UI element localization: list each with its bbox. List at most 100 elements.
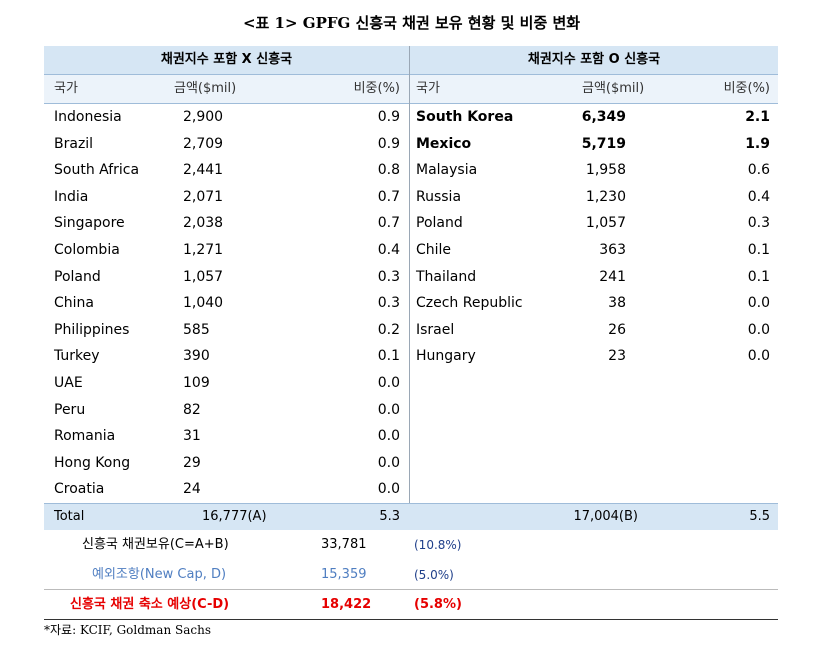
country-cell: Hungary	[416, 348, 476, 365]
share-cell: 0.0	[747, 295, 770, 312]
amount-cell: 109	[183, 375, 210, 391]
summary-value: 18,422	[321, 597, 372, 612]
left-group-header: 채권지수 포함 X 신흥국	[160, 52, 293, 67]
amount-cell: 23	[608, 348, 626, 365]
country-cell: UAE	[54, 375, 83, 391]
summary-label: 신흥국 채권 축소 예상(C-D)	[70, 597, 230, 612]
table-row: Israel 26 0.0	[44, 317, 778, 344]
amount-cell: 2,900	[183, 109, 224, 125]
country-cell: Mexico	[416, 135, 472, 152]
share-cell: 0.0	[377, 375, 400, 391]
country-cell: China	[54, 295, 94, 312]
right-total-amount: 17,004(B)	[573, 509, 638, 524]
summary-value: 15,359	[321, 567, 367, 582]
table-row: Hungary 23 0.0	[44, 343, 778, 370]
table-row: Peru 82 0.0	[44, 397, 778, 424]
amount-cell: 38	[608, 295, 626, 312]
table-row: India 2,071 0.7	[44, 184, 778, 211]
share-cell: 0.1	[747, 268, 770, 285]
share-cell: 0.0	[747, 348, 770, 365]
share-cell: 0.0	[377, 454, 400, 471]
share-cell: 0.0	[747, 321, 770, 338]
table-row: Colombia 1,271 0.4	[44, 237, 778, 264]
total-row: Total 16,777(A) 5.3 17,004(B) 5.5	[44, 503, 778, 530]
summary-pct: (5.8%)	[414, 597, 462, 612]
right-total-share: 5.5	[749, 509, 770, 524]
amount-cell: 390	[183, 348, 210, 365]
share-cell: 0.3	[377, 268, 400, 285]
country-cell: Malaysia	[416, 162, 478, 179]
summary-label: 신흥국 채권보유(C=A+B)	[82, 537, 229, 552]
country-cell: Czech Republic	[416, 295, 523, 312]
table-row: South Korea 6,349 2.1	[44, 104, 778, 131]
summary-value: 33,781	[321, 537, 367, 552]
share-cell: 0.0	[377, 428, 400, 445]
table-row: Turkey 390 0.1	[44, 343, 778, 370]
summary-row-exception: 예외조항(New Cap, D) 15,359 (5.0%)	[44, 560, 778, 590]
right-col-country: 국가	[416, 81, 440, 96]
left-total-share: 5.3	[379, 509, 400, 524]
column-header-row: 국가 금액($mil) 비중(%) 국가 금액($mil) 비중(%)	[44, 74, 778, 104]
amount-cell: 1,040	[183, 295, 224, 312]
share-cell: 0.7	[377, 188, 400, 205]
amount-cell: 2,709	[183, 135, 224, 152]
share-cell: 0.9	[377, 135, 400, 152]
share-cell: 0.3	[747, 215, 770, 232]
country-cell: Poland	[416, 215, 463, 232]
share-cell: 0.1	[747, 242, 770, 258]
amount-cell: 24	[183, 481, 201, 498]
amount-cell: 26	[608, 321, 626, 338]
country-cell: Singapore	[54, 215, 125, 232]
right-col-amount: 금액($mil)	[582, 81, 645, 96]
share-cell: 0.9	[377, 109, 400, 125]
country-cell: Romania	[54, 428, 116, 445]
country-cell: Thailand	[416, 268, 477, 285]
amount-cell: 82	[183, 401, 201, 418]
amount-cell: 1,958	[585, 162, 626, 179]
share-cell: 0.1	[377, 348, 400, 365]
country-cell: Poland	[54, 268, 101, 285]
table-row: Philippines 585 0.2	[44, 317, 778, 344]
column-divider	[409, 46, 410, 530]
total-label: Total	[54, 509, 85, 524]
table-header-row: 채권지수 포함 X 신흥국 채권지수 포함 O 신흥국	[44, 46, 778, 74]
right-group-header: 채권지수 포함 O 신흥국	[527, 52, 661, 67]
table-row: Indonesia 2,900 0.9	[44, 104, 778, 131]
share-cell: 2.1	[745, 109, 770, 125]
summary-pct: (5.0%)	[414, 568, 454, 582]
amount-cell: 585	[183, 321, 210, 338]
table-row: Romania 31 0.0	[44, 423, 778, 450]
country-cell: Colombia	[54, 242, 120, 258]
summary-row-total-holdings: 신흥국 채권보유(C=A+B) 33,781 (10.8%)	[44, 530, 778, 560]
country-cell: Croatia	[54, 481, 105, 498]
country-cell: Israel	[416, 321, 455, 338]
left-total-amount: 16,777(A)	[202, 509, 267, 524]
source-note: *자료: KCIF, Goldman Sachs	[44, 623, 211, 637]
summary-row-expected-reduction: 신흥국 채권 축소 예상(C-D) 18,422 (5.8%)	[44, 590, 778, 620]
table-row: Poland 1,057 0.3	[44, 210, 778, 237]
share-cell: 0.2	[377, 321, 400, 338]
table-row: Chile 363 0.1	[44, 237, 778, 264]
share-cell: 0.0	[377, 401, 400, 418]
table-row: UAE 109 0.0	[44, 370, 778, 397]
share-cell: 0.3	[377, 295, 400, 312]
table-title: <표 1> GPFG 신흥국 채권 보유 현황 및 비중 변화	[242, 14, 581, 32]
summary-pct: (10.8%)	[414, 538, 462, 552]
share-cell: 1.9	[745, 135, 770, 152]
right-col-share: 비중(%)	[723, 81, 770, 96]
country-cell: Philippines	[54, 321, 130, 338]
amount-cell: 2,071	[183, 188, 224, 205]
table-row: Malaysia 1,958 0.6	[44, 157, 778, 184]
table-row: China 1,040 0.3	[44, 290, 778, 317]
share-cell: 0.8	[377, 162, 400, 179]
country-cell: Russia	[416, 188, 462, 205]
left-col-amount: 금액($mil)	[174, 81, 237, 96]
table-row: Croatia 24 0.0	[44, 476, 778, 503]
left-col-share: 비중(%)	[353, 81, 400, 96]
country-cell: Hong Kong	[54, 454, 131, 471]
amount-cell: 1,230	[585, 188, 626, 205]
amount-cell: 2,441	[183, 162, 224, 179]
amount-cell: 1,057	[183, 268, 224, 285]
amount-cell: 31	[183, 428, 201, 445]
table-row: Brazil 2,709 0.9	[44, 131, 778, 158]
